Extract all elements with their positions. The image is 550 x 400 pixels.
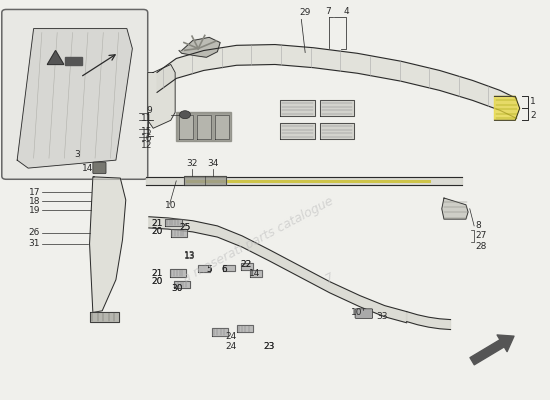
Text: 34: 34 xyxy=(207,159,219,168)
Polygon shape xyxy=(149,217,406,323)
Text: 2: 2 xyxy=(530,111,536,120)
Polygon shape xyxy=(197,115,211,139)
Polygon shape xyxy=(157,44,516,118)
Text: 4: 4 xyxy=(344,7,349,16)
Text: 19: 19 xyxy=(29,206,40,215)
Text: 10: 10 xyxy=(351,308,363,317)
FancyBboxPatch shape xyxy=(93,162,106,174)
Polygon shape xyxy=(47,50,64,64)
Text: 18: 18 xyxy=(29,197,40,206)
Polygon shape xyxy=(280,123,315,140)
Polygon shape xyxy=(223,264,235,271)
Text: 20: 20 xyxy=(152,277,163,286)
Polygon shape xyxy=(90,177,126,312)
Polygon shape xyxy=(236,325,253,332)
Text: 5: 5 xyxy=(206,265,212,274)
Text: 27: 27 xyxy=(475,231,487,240)
Polygon shape xyxy=(184,176,225,185)
Text: 17: 17 xyxy=(29,188,40,197)
Text: 10: 10 xyxy=(165,201,176,210)
Text: 9: 9 xyxy=(146,106,152,115)
Text: 23: 23 xyxy=(264,342,275,350)
Polygon shape xyxy=(90,312,119,322)
Circle shape xyxy=(179,111,190,119)
Text: 1: 1 xyxy=(530,97,536,106)
Text: 21: 21 xyxy=(152,269,163,278)
Text: 7: 7 xyxy=(323,270,337,285)
Polygon shape xyxy=(173,280,190,288)
Polygon shape xyxy=(166,219,182,226)
Polygon shape xyxy=(320,123,354,140)
Text: 21: 21 xyxy=(152,219,163,228)
Polygon shape xyxy=(65,56,82,65)
Text: 5: 5 xyxy=(206,265,212,274)
Text: 24: 24 xyxy=(226,342,236,350)
Text: 16: 16 xyxy=(141,134,152,143)
Text: 8: 8 xyxy=(475,222,481,230)
Text: 32: 32 xyxy=(186,159,198,168)
Polygon shape xyxy=(320,100,354,116)
Text: 28: 28 xyxy=(475,242,487,251)
Polygon shape xyxy=(179,115,193,139)
Text: 13: 13 xyxy=(184,251,196,260)
Polygon shape xyxy=(280,100,315,116)
Polygon shape xyxy=(176,112,231,141)
Text: 20: 20 xyxy=(152,226,163,236)
Text: 25: 25 xyxy=(179,223,191,232)
Text: 22: 22 xyxy=(241,260,252,269)
Polygon shape xyxy=(17,28,133,168)
Text: 29: 29 xyxy=(300,8,311,17)
Text: 33: 33 xyxy=(376,312,388,321)
Text: 12: 12 xyxy=(141,141,152,150)
Text: 15: 15 xyxy=(141,127,152,136)
Text: 24: 24 xyxy=(226,332,236,340)
FancyBboxPatch shape xyxy=(355,309,373,318)
Polygon shape xyxy=(198,265,210,272)
Polygon shape xyxy=(179,37,220,57)
Polygon shape xyxy=(442,198,468,219)
FancyBboxPatch shape xyxy=(2,10,148,179)
Text: 20: 20 xyxy=(152,226,163,236)
Polygon shape xyxy=(250,270,262,276)
Text: 14: 14 xyxy=(249,269,260,278)
Polygon shape xyxy=(169,269,186,276)
Text: 7: 7 xyxy=(326,7,331,16)
Text: 6: 6 xyxy=(222,265,227,274)
Text: 14: 14 xyxy=(81,164,93,173)
Text: 23: 23 xyxy=(264,342,275,350)
Polygon shape xyxy=(148,64,175,128)
Polygon shape xyxy=(215,115,229,139)
Text: 25: 25 xyxy=(179,223,191,232)
Text: 22: 22 xyxy=(241,260,252,269)
Text: 21: 21 xyxy=(152,219,163,228)
Polygon shape xyxy=(494,96,520,120)
Text: 30: 30 xyxy=(172,284,183,293)
Text: 21: 21 xyxy=(152,269,163,278)
Text: a maserati parts catalogue: a maserati parts catalogue xyxy=(181,194,336,285)
Text: 31: 31 xyxy=(29,239,40,248)
Text: 3: 3 xyxy=(75,150,80,159)
Text: 30: 30 xyxy=(172,284,183,293)
Text: 11: 11 xyxy=(141,114,152,123)
Text: 20: 20 xyxy=(152,277,163,286)
Text: 26: 26 xyxy=(29,228,40,237)
Polygon shape xyxy=(406,312,450,330)
Text: 13: 13 xyxy=(184,252,196,261)
Polygon shape xyxy=(241,263,253,270)
Polygon shape xyxy=(212,328,228,336)
Text: 6: 6 xyxy=(222,265,227,274)
Polygon shape xyxy=(170,230,187,237)
FancyArrowPatch shape xyxy=(470,335,514,365)
